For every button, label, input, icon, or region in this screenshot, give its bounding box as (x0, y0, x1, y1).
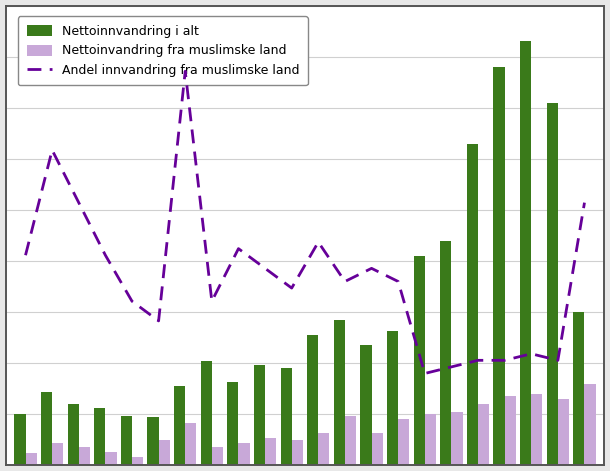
Bar (558, 399, 569, 465)
Andel innvandring fra muslimske land (288, 285, 295, 291)
Legend: Nettoinnvandring i alt, Nettoinvandring fra muslimske land, Andel innvandring fr: Nettoinnvandring i alt, Nettoinvandring … (18, 16, 308, 85)
Bar (371, 433, 382, 465)
Bar (451, 412, 462, 465)
Bar (106, 452, 117, 465)
Bar (504, 396, 516, 465)
Bar (26, 453, 37, 465)
Andel innvandring fra muslimske land (48, 147, 56, 153)
Bar (584, 384, 595, 465)
Bar (361, 345, 371, 465)
Andel innvandring fra muslimske land (262, 266, 269, 271)
Bar (334, 320, 345, 465)
Bar (148, 417, 159, 465)
Bar (254, 365, 265, 465)
Andel innvandring fra muslimske land (501, 357, 508, 363)
Andel innvandring fra muslimske land (368, 266, 375, 271)
Andel innvandring fra muslimske land (341, 279, 348, 284)
Bar (281, 368, 292, 465)
Bar (239, 443, 249, 465)
Andel innvandring fra muslimske land (22, 252, 29, 258)
Andel innvandring fra muslimske land (581, 200, 588, 205)
Bar (493, 67, 504, 465)
Andel innvandring fra muslimske land (395, 279, 402, 284)
Bar (531, 394, 542, 465)
Andel innvandring fra muslimske land (235, 246, 242, 252)
Andel innvandring fra muslimske land (208, 298, 215, 304)
Bar (52, 443, 63, 465)
Andel innvandring fra muslimske land (448, 364, 455, 370)
Andel innvandring fra muslimske land (182, 68, 189, 74)
Bar (132, 457, 143, 465)
Andel innvandring fra muslimske land (315, 239, 322, 245)
Bar (467, 144, 478, 465)
Bar (265, 438, 276, 465)
Bar (121, 416, 132, 465)
Bar (212, 447, 223, 465)
Andel innvandring fra muslimske land (155, 318, 162, 324)
Andel innvandring fra muslimske land (528, 351, 535, 357)
Bar (387, 331, 398, 465)
Andel innvandring fra muslimske land (475, 357, 482, 363)
Bar (292, 440, 303, 465)
Bar (307, 334, 318, 465)
Bar (478, 404, 489, 465)
Bar (68, 404, 79, 465)
Andel innvandring fra muslimske land (421, 371, 428, 376)
Bar (345, 416, 356, 465)
Andel innvandring fra muslimske land (128, 298, 135, 304)
Bar (41, 392, 52, 465)
Bar (425, 414, 436, 465)
Bar (15, 414, 26, 465)
Andel innvandring fra muslimske land (75, 200, 82, 205)
Bar (440, 241, 451, 465)
Bar (398, 420, 409, 465)
Bar (79, 447, 90, 465)
Bar (573, 312, 584, 465)
Bar (414, 256, 425, 465)
Bar (547, 103, 558, 465)
Andel innvandring fra muslimske land (102, 252, 109, 258)
Bar (159, 440, 170, 465)
Bar (228, 382, 239, 465)
Bar (185, 422, 196, 465)
Line: Andel innvandring fra muslimske land: Andel innvandring fra muslimske land (26, 71, 584, 374)
Bar (520, 41, 531, 465)
Andel innvandring fra muslimske land (554, 357, 562, 363)
Bar (94, 408, 106, 465)
Bar (201, 361, 212, 465)
Bar (318, 433, 329, 465)
Bar (174, 386, 185, 465)
